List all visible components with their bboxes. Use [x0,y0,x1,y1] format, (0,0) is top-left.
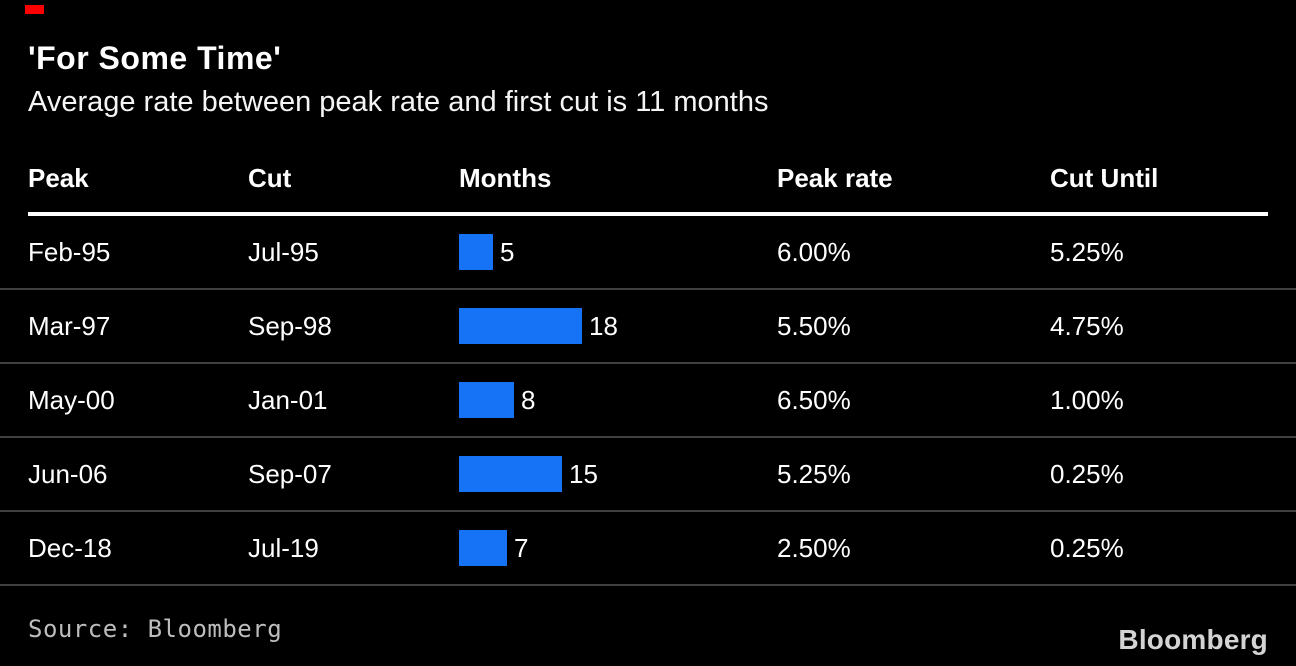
table-row: Dec-18 Jul-19 7 2.50% 0.25% [0,512,1296,586]
peak-cell: Jun-06 [28,458,108,489]
table-row: Feb-95 Jul-95 5 6.00% 5.25% [0,216,1296,290]
table-body: Feb-95 Jul-95 5 6.00% 5.25% Mar-97 Sep-9… [0,216,1296,586]
peak-cell: May-00 [28,384,115,415]
column-header-cut-until: Cut Until [1050,162,1159,193]
months-bar [459,456,562,492]
bloomberg-logo: Bloomberg [1118,624,1268,655]
peak-rate-cell: 2.50% [777,532,851,563]
column-header-peak: Peak [28,162,89,193]
peak-rate-cell: 6.00% [777,236,851,267]
months-cell: 7 [459,530,777,566]
peak-rate-cell: 5.25% [777,458,851,489]
cut-cell: Jul-19 [248,532,319,563]
chart-title: 'For Some Time' [28,40,282,76]
months-bar [459,382,514,418]
cut-cell: Jan-01 [248,384,328,415]
cut-until-cell: 0.25% [1050,532,1124,563]
months-bar [459,530,507,566]
months-cell: 5 [459,234,777,270]
red-accent-mark [25,5,44,14]
months-value: 18 [589,310,618,341]
table-row: Jun-06 Sep-07 15 5.25% 0.25% [0,438,1296,512]
cut-until-cell: 0.25% [1050,458,1124,489]
months-cell: 18 [459,308,777,344]
months-value: 7 [514,532,529,563]
table-header-row: Peak Cut Months Peak rate Cut Until [0,158,1296,198]
cut-cell: Jul-95 [248,236,319,267]
cut-cell: Sep-07 [248,458,332,489]
peak-rate-cell: 6.50% [777,384,851,415]
peak-rate-cell: 5.50% [777,310,851,341]
months-cell: 8 [459,382,777,418]
cut-until-cell: 1.00% [1050,384,1124,415]
peak-cell: Dec-18 [28,532,112,563]
cut-until-cell: 4.75% [1050,310,1124,341]
table-row: Mar-97 Sep-98 18 5.50% 4.75% [0,290,1296,364]
table-row: May-00 Jan-01 8 6.50% 1.00% [0,364,1296,438]
months-value: 5 [500,236,515,267]
months-cell: 15 [459,456,777,492]
chart-subtitle: Average rate between peak rate and first… [28,86,769,118]
months-bar [459,234,493,270]
peak-cell: Feb-95 [28,236,111,267]
months-bar [459,308,582,344]
peak-cell: Mar-97 [28,310,111,341]
cut-until-cell: 5.25% [1050,236,1124,267]
cut-cell: Sep-98 [248,310,332,341]
months-value: 8 [521,384,536,415]
header-rule [28,212,1268,216]
column-header-peak-rate: Peak rate [777,162,893,193]
source-attribution: Source: Bloomberg [28,615,283,643]
column-header-cut: Cut [248,162,292,193]
months-value: 15 [569,458,598,489]
column-header-months: Months [459,162,552,193]
